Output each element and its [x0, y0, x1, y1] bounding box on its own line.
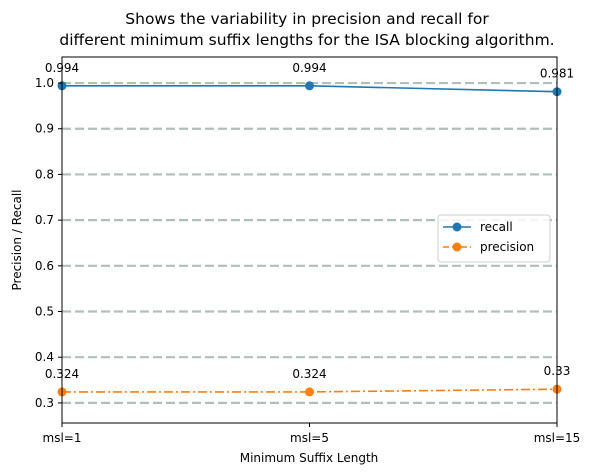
y-tick-label: 0.6 — [35, 259, 54, 273]
data-point-recall — [305, 81, 314, 91]
chart-title-line-1: Shows the variability in precision and r… — [125, 10, 489, 28]
y-tick-label: 0.7 — [35, 213, 54, 227]
legend-label-precision: precision — [480, 240, 534, 254]
x-tick-label: msl=15 — [534, 431, 581, 445]
data-label-recall: 0.994 — [292, 61, 326, 75]
y-tick-label: 0.8 — [35, 167, 54, 181]
series-line-precision — [62, 388, 558, 393]
y-axis-label: Precision / Recall — [10, 189, 24, 290]
data-label-precision: 0.324 — [292, 367, 326, 381]
legend-marker-precision — [452, 242, 462, 252]
data-point-precision — [305, 387, 314, 397]
y-tick-label: 0.4 — [35, 350, 54, 364]
y-tick-label: 0.3 — [35, 396, 54, 410]
legend: recall precision — [437, 214, 551, 263]
y-tick-label: 1.0 — [35, 76, 54, 90]
x-tick-label: msl=5 — [290, 431, 329, 445]
y-axis-ticks: 0.3 0.4 0.5 0.6 0.7 0.8 0.9 1.0 — [35, 76, 62, 410]
y-tick-label: 0.9 — [35, 122, 54, 136]
x-axis-label: Minimum Suffix Length — [240, 451, 379, 465]
chart-title-line-2: different minimum suffix lengths for the… — [59, 31, 554, 49]
x-tick-label: msl=1 — [43, 431, 82, 445]
legend-marker-recall — [452, 222, 462, 232]
legend-label-recall: recall — [480, 220, 513, 234]
y-tick-label: 0.5 — [35, 305, 54, 319]
x-axis-ticks: msl=1 msl=5 msl=15 — [43, 423, 581, 445]
